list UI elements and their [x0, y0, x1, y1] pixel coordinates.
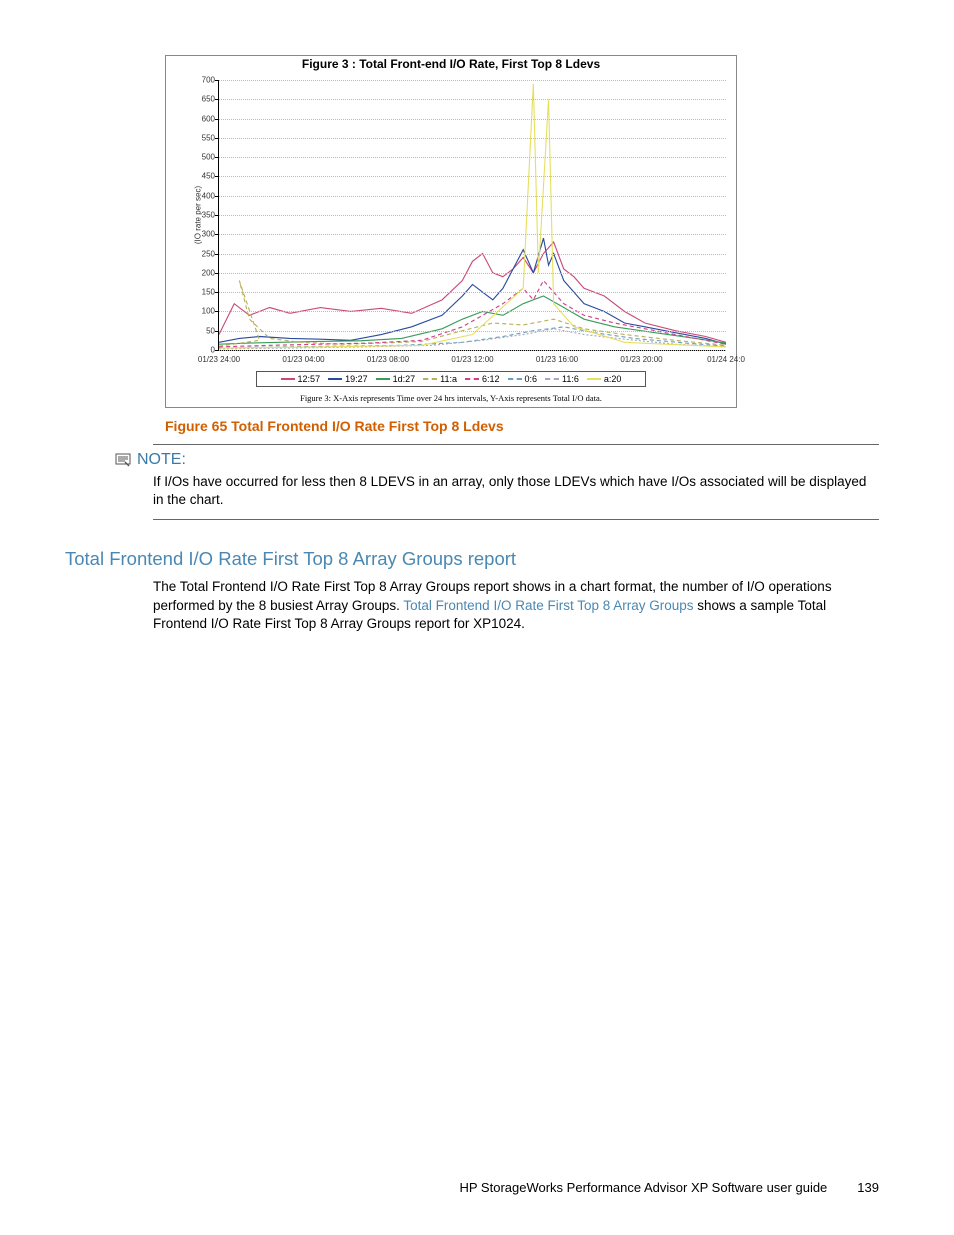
- note-rule-bottom: [153, 519, 879, 520]
- note-icon: [115, 453, 131, 467]
- footer-page-number: 139: [857, 1180, 879, 1195]
- y-tick-label: 0: [189, 346, 215, 355]
- x-tick-label: 01/23 08:00: [367, 355, 409, 364]
- legend-swatch: [587, 378, 601, 380]
- legend-swatch: [376, 378, 390, 380]
- y-tick-label: 150: [189, 288, 215, 297]
- legend-label: 12:57: [298, 374, 321, 384]
- y-tick-label: 600: [189, 114, 215, 123]
- legend-swatch: [423, 378, 437, 380]
- chart-title: Figure 3 : Total Front-end I/O Rate, Fir…: [166, 56, 736, 72]
- y-tick-label: 450: [189, 172, 215, 181]
- page-footer: HP StorageWorks Performance Advisor XP S…: [460, 1180, 880, 1195]
- legend-swatch: [281, 378, 295, 380]
- legend-item: 11:6: [545, 374, 579, 384]
- y-tick-label: 100: [189, 307, 215, 316]
- legend-label: 1d:27: [393, 374, 416, 384]
- x-tick-label: 01/23 12:00: [451, 355, 493, 364]
- legend-swatch: [328, 378, 342, 380]
- x-tick-label: 01/23 16:00: [536, 355, 578, 364]
- y-tick-label: 400: [189, 191, 215, 200]
- figure-caption: Figure 65 Total Frontend I/O Rate First …: [165, 418, 879, 434]
- y-tick-label: 50: [189, 326, 215, 335]
- legend-item: 12:57: [281, 374, 321, 384]
- xref-link[interactable]: Total Frontend I/O Rate First Top 8 Arra…: [403, 598, 693, 613]
- legend-label: a:20: [604, 374, 622, 384]
- chart-plot-area: (IO rate per sec) 0501001502002503003504…: [218, 80, 726, 351]
- legend-swatch: [508, 378, 522, 380]
- legend-label: 11:6: [562, 374, 579, 384]
- chart-figure: Figure 3 : Total Front-end I/O Rate, Fir…: [165, 55, 737, 408]
- legend-swatch: [545, 378, 559, 380]
- legend-item: a:20: [587, 374, 622, 384]
- legend-item: 11:a: [423, 374, 457, 384]
- legend-item: 19:27: [328, 374, 368, 384]
- chart-subcaption: Figure 3: X-Axis represents Time over 24…: [166, 393, 736, 407]
- legend-label: 19:27: [345, 374, 368, 384]
- x-tick-label: 01/23 20:00: [620, 355, 662, 364]
- x-tick-label: 01/23 24:00: [198, 355, 240, 364]
- section-body: The Total Frontend I/O Rate First Top 8 …: [153, 578, 879, 633]
- note-label: NOTE:: [137, 451, 186, 469]
- note-body: If I/Os have occurred for less then 8 LD…: [153, 473, 879, 509]
- legend-item: 0:6: [508, 374, 538, 384]
- legend-swatch: [465, 378, 479, 380]
- legend-item: 6:12: [465, 374, 500, 384]
- legend-item: 1d:27: [376, 374, 416, 384]
- x-tick-label: 01/24 24:0: [707, 355, 745, 364]
- footer-doc-title: HP StorageWorks Performance Advisor XP S…: [460, 1180, 828, 1195]
- y-tick-label: 700: [189, 76, 215, 85]
- y-tick-label: 300: [189, 230, 215, 239]
- section-heading: Total Frontend I/O Rate First Top 8 Arra…: [65, 548, 879, 570]
- y-tick-label: 200: [189, 268, 215, 277]
- y-tick-label: 550: [189, 133, 215, 142]
- note-rule-top: [153, 444, 879, 445]
- legend-label: 6:12: [482, 374, 500, 384]
- y-tick-label: 350: [189, 211, 215, 220]
- y-tick-label: 650: [189, 95, 215, 104]
- series-11:a: [219, 281, 726, 347]
- chart-legend: 12:57 19:27 1d:27 11:a 6:12 0:6 11:6 a:20: [256, 371, 646, 387]
- legend-label: 0:6: [525, 374, 538, 384]
- y-tick-label: 250: [189, 249, 215, 258]
- x-tick-label: 01/23 04:00: [282, 355, 324, 364]
- y-tick-label: 500: [189, 153, 215, 162]
- legend-label: 11:a: [440, 374, 457, 384]
- note-header: NOTE:: [115, 451, 879, 469]
